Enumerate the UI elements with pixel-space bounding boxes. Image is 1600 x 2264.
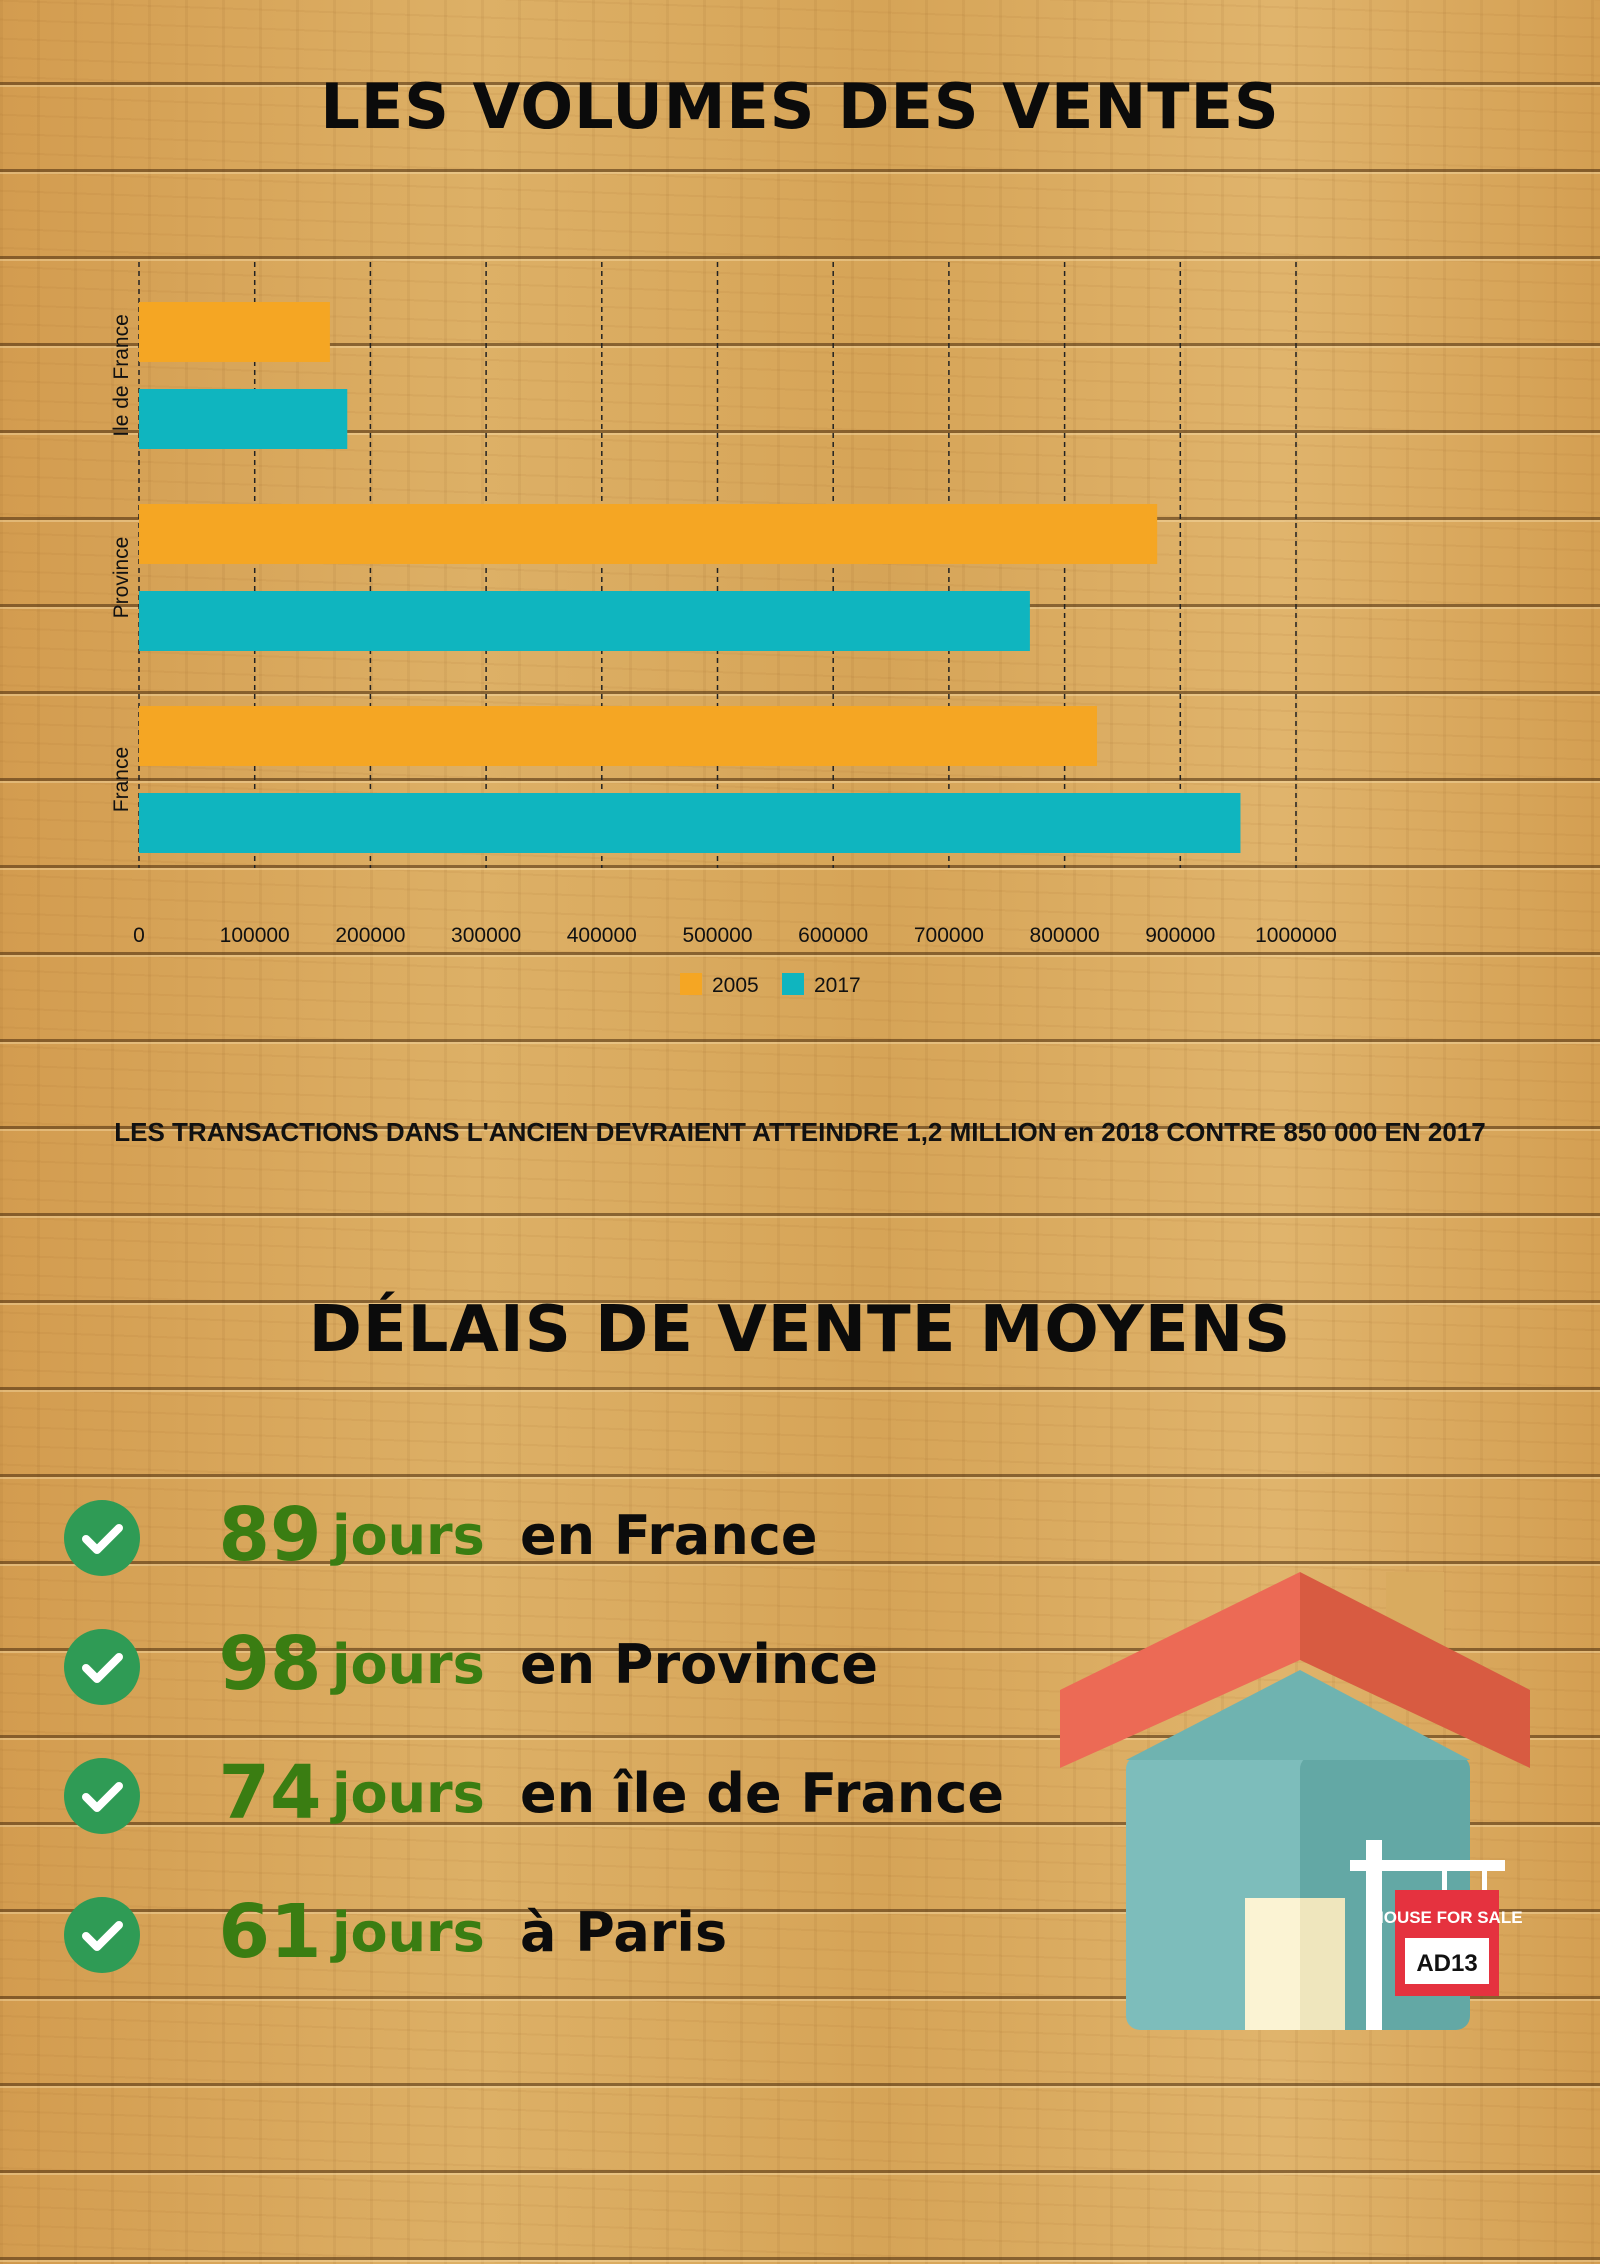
bar-2017: [139, 591, 1030, 651]
x-tick-label: 700000: [914, 924, 984, 947]
transactions-note: LES TRANSACTIONS DANS L'ANCIEN DEVRAIENT…: [114, 1117, 1486, 1147]
delay-unit: jours: [332, 1504, 485, 1567]
sign-bottom-text: AD13: [1416, 1950, 1477, 1977]
chart-category-labels: Ile de France Province France: [110, 314, 133, 812]
sales-volume-chart: Ile de France Province France 0 100000 20000…: [110, 262, 1337, 997]
legend-swatch: [782, 973, 804, 995]
check-icon: [64, 1897, 140, 1973]
x-tick-label: 800000: [1030, 924, 1100, 947]
delay-row-province: 98 jours en Province: [60, 1619, 1060, 1719]
delay-row-paris: 61 jours à Paris: [60, 1887, 1060, 1987]
sign-hook-left: [1442, 1871, 1447, 1895]
bar-2017: [139, 389, 348, 449]
check-icon: [64, 1500, 140, 1576]
roof-left: [1060, 1572, 1300, 1768]
bar-2017: [139, 793, 1241, 853]
delay-days: 61: [218, 1889, 322, 1975]
chart-legend: 2005 2017: [680, 973, 861, 997]
legend-label: 2017: [814, 974, 861, 997]
legend-swatch: [680, 973, 702, 995]
check-icon: [64, 1758, 140, 1834]
door-shade: [1300, 1898, 1345, 2030]
x-tick-label: 100000: [220, 924, 290, 947]
bar-2005: [139, 302, 330, 362]
sign-hook-right: [1482, 1871, 1487, 1895]
bar-2005: [139, 706, 1097, 766]
sign-arm: [1350, 1860, 1505, 1871]
x-tick-label: 0: [133, 924, 145, 947]
x-tick-label: 300000: [451, 924, 521, 947]
delay-unit: jours: [332, 1762, 485, 1825]
delay-unit: jours: [332, 1901, 485, 1964]
delay-days: 98: [218, 1621, 322, 1707]
legend-label: 2005: [712, 974, 759, 997]
delay-row-ile-de-france: 74 jours en île de France: [60, 1748, 1060, 1848]
delay-days: 89: [218, 1492, 322, 1578]
x-tick-label: 900000: [1145, 924, 1215, 947]
x-tick-label: 500000: [682, 924, 752, 947]
sign-post: [1366, 1840, 1382, 2030]
chart-gridlines: [138, 262, 1297, 868]
delays-title: DÉLAIS DE VENTE MOYENS: [308, 1293, 1292, 1367]
category-label: Province: [110, 537, 133, 619]
house-for-sale-illustration: HOUSE FOR SALE AD13: [1060, 1572, 1530, 2030]
delay-place: en France: [520, 1504, 818, 1567]
x-tick-label: 1000000: [1255, 924, 1337, 947]
sign-top-text: HOUSE FOR SALE: [1371, 1908, 1522, 1927]
chart-x-tick-labels: 0 100000 200000 300000 400000 500000 600000 700…: [133, 924, 1337, 947]
volumes-title: LES VOLUMES DES VENTES: [320, 70, 1280, 143]
category-label: Ile de France: [110, 314, 133, 437]
delay-unit: jours: [332, 1633, 485, 1696]
delay-row-france: 89 jours en France: [60, 1490, 1060, 1590]
x-tick-label: 600000: [798, 924, 868, 947]
check-icon: [64, 1629, 140, 1705]
house-gable: [1126, 1670, 1470, 1760]
category-label: France: [110, 747, 133, 812]
roof-right: [1300, 1572, 1530, 1768]
chart-bars: [139, 302, 1241, 853]
delay-days: 74: [218, 1750, 322, 1836]
x-tick-label: 400000: [567, 924, 637, 947]
delay-place: en Province: [520, 1633, 878, 1696]
x-tick-label: 200000: [335, 924, 405, 947]
bar-2005: [139, 504, 1158, 564]
sign-inner: [1405, 1938, 1489, 1984]
delay-place: en île de France: [520, 1762, 1004, 1825]
delay-place: à Paris: [520, 1901, 728, 1964]
